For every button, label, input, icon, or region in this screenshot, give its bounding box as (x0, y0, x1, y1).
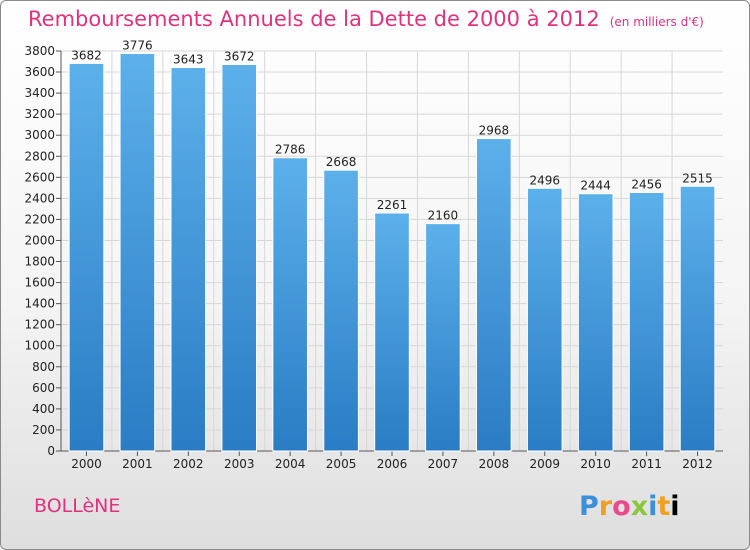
city-name: BOLLèNE (34, 495, 121, 517)
y-tick-label: 2600 (24, 170, 55, 184)
x-tick-label: 2004 (275, 457, 306, 471)
y-tick-label: 1800 (24, 255, 55, 269)
bar (526, 187, 563, 452)
data-label: 3672 (224, 49, 255, 63)
chart-title: Remboursements Annuels de la Dette de 20… (28, 7, 704, 31)
data-label: 2668 (326, 155, 357, 169)
y-tick-label: 3200 (24, 107, 55, 121)
bar (221, 63, 258, 452)
data-label: 3776 (122, 39, 153, 53)
logo-letter: i (670, 491, 680, 522)
logo-letter: x (630, 491, 649, 522)
x-tick-label: 2008 (479, 457, 510, 471)
data-label: 2261 (377, 198, 408, 212)
proxiti-logo: Proxiti (579, 491, 680, 522)
bar (577, 193, 614, 452)
bar (679, 185, 716, 452)
y-tick-label: 1600 (24, 276, 55, 290)
data-label: 2786 (275, 143, 306, 157)
x-tick-label: 2000 (71, 457, 102, 471)
y-tick-label: 3400 (24, 86, 55, 100)
y-tick-label: 3800 (24, 44, 55, 58)
logo-letter: o (612, 491, 631, 522)
bar (425, 223, 461, 452)
data-label: 2456 (631, 177, 662, 191)
title-unit: (en milliers d'€) (609, 15, 704, 29)
bar (323, 169, 359, 452)
x-tick-label: 2007 (428, 457, 459, 471)
data-label: 2160 (428, 209, 459, 223)
bar (272, 157, 308, 452)
x-tick-labels: 2000 2001 2002 2003 2004 2005 2006 2007 2008 2009… (71, 457, 713, 471)
data-label: 3682 (71, 48, 102, 62)
x-tick-label: 2005 (326, 457, 357, 471)
y-tick-label: 0 (47, 444, 55, 458)
logo-letter: i (648, 491, 658, 522)
y-tick-label: 1000 (24, 339, 55, 353)
logo-letter: P (579, 491, 599, 522)
x-tick-label: 2009 (529, 457, 560, 471)
logo-letter: t (657, 491, 671, 522)
bar (476, 138, 512, 452)
y-tick-label: 800 (32, 360, 55, 374)
y-tick-label: 3000 (24, 128, 55, 142)
x-tick-label: 2002 (173, 457, 204, 471)
data-label: 2444 (580, 179, 611, 193)
data-label: 2496 (529, 173, 560, 187)
x-tick-label: 2010 (580, 457, 611, 471)
data-label: 2515 (682, 171, 713, 185)
bars (68, 53, 716, 452)
x-tick-label: 2006 (377, 457, 408, 471)
y-tick-label: 1400 (24, 297, 55, 311)
data-labels: 3682 3776 3643 3672 2786 2668 2261 2160 2968 2496… (71, 39, 713, 223)
bar (170, 67, 207, 452)
y-tick-label: 2200 (24, 212, 55, 226)
y-tick-label: 1200 (24, 318, 55, 332)
logo-letter: r (598, 491, 613, 522)
bar (374, 212, 410, 452)
y-tick-label: 2400 (24, 191, 55, 205)
x-tick-label: 2003 (224, 457, 255, 471)
bar (628, 191, 665, 452)
x-tick-label: 2011 (631, 457, 662, 471)
x-tick-label: 2001 (122, 457, 153, 471)
y-tick-label: 2800 (24, 149, 55, 163)
title-text: Remboursements Annuels de la Dette de 20… (28, 7, 600, 31)
y-tick-label: 400 (32, 402, 55, 416)
y-tick-label: 200 (32, 423, 55, 437)
bar (68, 62, 105, 452)
data-label: 2968 (479, 124, 510, 138)
y-tick-label: 600 (32, 381, 55, 395)
y-tick-label: 3600 (24, 65, 55, 79)
y-tick-labels: 0 200 400 600 800 1000 1200 1400 1600 1800 2000 220… (24, 44, 55, 458)
data-label: 3643 (173, 53, 204, 67)
y-tick-label: 2000 (24, 233, 55, 247)
x-tick-label: 2012 (682, 457, 713, 471)
bar (119, 53, 156, 452)
